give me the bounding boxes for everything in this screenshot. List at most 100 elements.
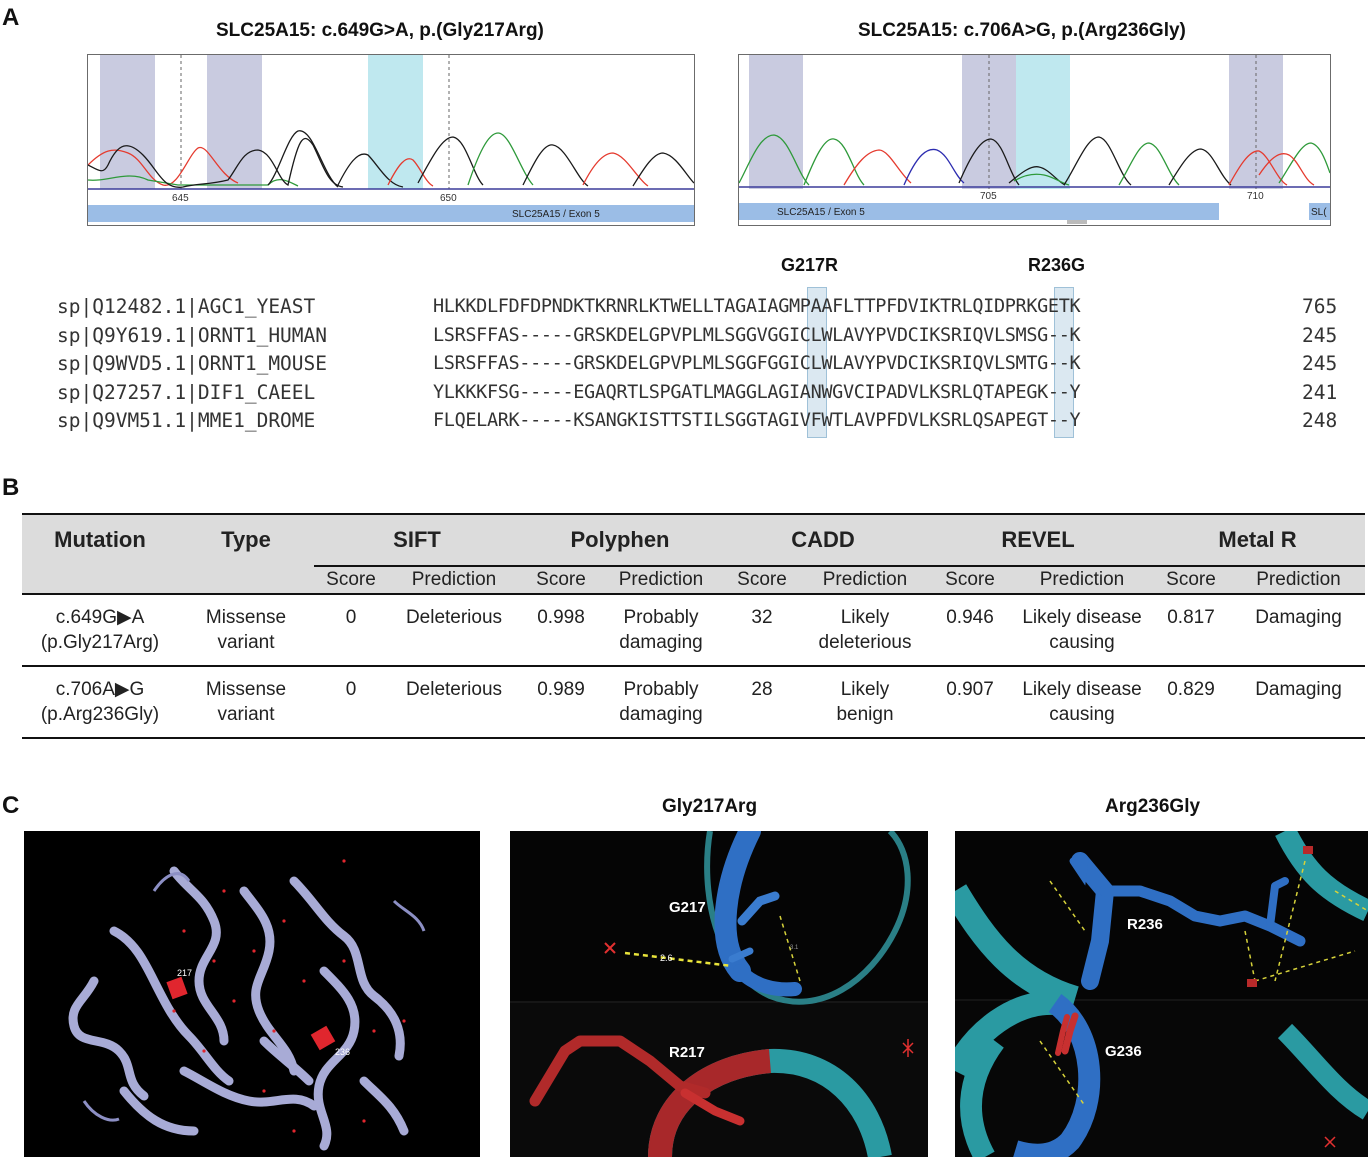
chromatogram-title-2: SLC25A15: c.706A>G, p.(Arg236Gly) [858, 20, 1186, 41]
cell-revel-prediction: Likely disease [1022, 679, 1142, 700]
cell-revel-prediction: causing [1049, 632, 1115, 653]
alignment-row-pos: 765 [1302, 295, 1338, 318]
distance-label-2: 3.1 [790, 945, 799, 951]
cell-sift-prediction: Deleterious [405, 607, 503, 628]
chromatogram-2: 705 710 SLC25A15 / Exon 5 SL( [738, 54, 1331, 226]
header-mutation: Mutation [54, 527, 146, 552]
cell-polyphen-prediction: damaging [619, 704, 703, 725]
residue-mutant-label: G236 [1105, 1043, 1142, 1060]
alignment-row-id: sp|Q12482.1|AGC1_YEAST [57, 295, 316, 318]
tick-label: 650 [440, 193, 457, 204]
residue-label-217: 217 [177, 968, 192, 978]
table-row: c.706A▶G (p.Arg236Gly) Missense variant 0 … [22, 666, 1365, 738]
residue-wildtype-label: G217 [669, 899, 706, 916]
header-score: Score [1166, 569, 1216, 590]
gly217arg-view: 2.6 3.1 G217 R217 [510, 831, 928, 1157]
panel-b-label: B [2, 474, 20, 501]
alignment-mutation-label: G217R [781, 255, 839, 275]
cell-type: Missense [205, 607, 287, 628]
exon-label-cut: SL( [1311, 207, 1327, 218]
header-score: Score [945, 569, 995, 590]
residue-label-236: 236 [335, 1047, 350, 1057]
cell-cadd-prediction: benign [836, 704, 894, 725]
residue-mutant-label: R217 [669, 1044, 705, 1061]
alignment-row-seq: YLKKKFSG-----EGAQRTLSPGATLMAGGLAGIANWGVC… [433, 381, 1081, 403]
distance-label: 2.6 [660, 953, 673, 963]
view-title-gly217arg: Gly217Arg [662, 796, 758, 817]
header-prediction: Prediction [1256, 569, 1341, 590]
cell-metalr-prediction: Damaging [1255, 679, 1342, 700]
cell-polyphen-prediction: Probably [623, 679, 699, 700]
cell-mutation-protein: (p.Gly217Arg) [40, 632, 160, 653]
cell-sift-prediction: Deleterious [405, 679, 503, 700]
header-sift: SIFT [314, 514, 520, 567]
view-title-arg236gly: Arg236Gly [1105, 796, 1201, 817]
header-revel: REVEL [926, 514, 1150, 567]
alignment-row-id: sp|Q27257.1|DIF1_CAEEL [57, 380, 316, 404]
protein-overview-image: 217 236 [24, 831, 480, 1157]
cell-revel-prediction: causing [1049, 704, 1115, 725]
alignment-row-seq: LSRSFFAS-----GRSKDELGPVPLMLSGGFGGICLWLAV… [433, 353, 1081, 374]
cell-mutation-protein: (p.Arg236Gly) [40, 704, 160, 725]
alignment-row-pos: 248 [1302, 409, 1338, 432]
panel-c-label: C [2, 792, 20, 819]
cell-revel-score: 0.907 [946, 679, 994, 700]
alignment-row-pos: 245 [1302, 323, 1338, 347]
header-prediction: Prediction [411, 569, 497, 590]
prediction-table: Mutation Type SIFT Polyphen CADD REVEL M… [22, 513, 1365, 739]
cell-revel-prediction: Likely disease [1022, 607, 1142, 628]
tick-label: 710 [1247, 191, 1264, 202]
alignment-highlight-236 [1054, 287, 1074, 438]
alignment-row-pos: 245 [1302, 352, 1338, 375]
cell-cadd-score: 28 [751, 679, 773, 700]
chromatogram-2-trace: 705 710 SLC25A15 / Exon 5 SL( [739, 55, 1330, 224]
gly217arg-render: 2.6 3.1 G217 R217 [510, 831, 928, 1157]
header-prediction: Prediction [618, 569, 704, 590]
arg236gly-render: R236 G236 [955, 831, 1368, 1157]
panel-a-label: A [2, 4, 20, 31]
alignment-row-seq: LSRSFFAS-----GRSKDELGPVPLMLSGGVGGICLWLAV… [433, 324, 1081, 346]
alignment-positions: 765 245 245 241 248 [1302, 293, 1337, 436]
arg236gly-view: R236 G236 [955, 831, 1368, 1157]
protein-ribbon: 217 236 [68, 859, 426, 1151]
alignment-row-id: sp|Q9VM51.1|MME1_DROME [57, 409, 316, 432]
cell-type: variant [217, 704, 275, 725]
header-score: Score [536, 569, 586, 590]
residue-wildtype-label: R236 [1127, 916, 1163, 933]
alignment-row-seq: FLQELARK-----KSANGKISTTSTILSGGTAGIVFWTLA… [433, 410, 1081, 431]
alignment-row-id: sp|Q9Y619.1|ORNT1_HUMAN [57, 323, 328, 347]
alignment-row-pos: 241 [1302, 380, 1338, 404]
alignment-ids: sp|Q12482.1|AGC1_YEAST sp|Q9Y619.1|ORNT1_… [57, 293, 327, 436]
cell-type: variant [217, 632, 275, 653]
header-type: Type [221, 527, 271, 552]
chromatogram-1-trace: 645 650 SLC25A15 / Exon 5 [88, 55, 694, 222]
exon-label: SLC25A15 / Exon 5 [512, 209, 600, 220]
header-polyphen: Polyphen [520, 514, 720, 567]
cell-cadd-prediction: Likely [840, 607, 890, 628]
alignment-row-seq: HLKKDLFDFDPNDKTKRNRLKTWELLTAGAIAGMPAAFLT… [433, 296, 1081, 317]
cell-metalr-score: 0.817 [1167, 607, 1215, 628]
tick-label: 705 [980, 191, 997, 202]
alignment-mutation-label: R236G [1028, 255, 1086, 275]
cell-sift-score: 0 [345, 679, 357, 700]
header-score: Score [326, 569, 376, 590]
cell-polyphen-score: 0.989 [537, 679, 585, 700]
chromatogram-title-1: SLC25A15: c.649G>A, p.(Gly217Arg) [216, 20, 544, 41]
cell-sift-score: 0 [345, 607, 357, 628]
cell-polyphen-score: 0.998 [537, 607, 585, 628]
alignment-sequences: HLKKDLFDFDPNDKTKRNRLKTWELLTAGAIAGMPAAFLT… [433, 293, 1081, 436]
header-prediction: Prediction [822, 569, 908, 590]
header-score: Score [737, 569, 787, 590]
alignment-row-id: sp|Q9WVD5.1|ORNT1_MOUSE [57, 352, 328, 375]
cell-cadd-prediction: deleterious [818, 632, 912, 653]
cell-type: Missense [205, 679, 287, 700]
cell-metalr-score: 0.829 [1167, 679, 1215, 700]
cell-metalr-prediction: Damaging [1255, 607, 1342, 628]
exon-label: SLC25A15 / Exon 5 [777, 207, 865, 218]
header-prediction: Prediction [1039, 569, 1125, 590]
cell-polyphen-prediction: damaging [619, 632, 703, 653]
chromatogram-1: 645 650 SLC25A15 / Exon 5 [87, 54, 695, 226]
cell-cadd-prediction: Likely [840, 679, 890, 700]
table-row: c.649G▶A (p.Gly217Arg) Missense variant 0 … [22, 594, 1365, 666]
header-cadd: CADD [720, 514, 926, 567]
